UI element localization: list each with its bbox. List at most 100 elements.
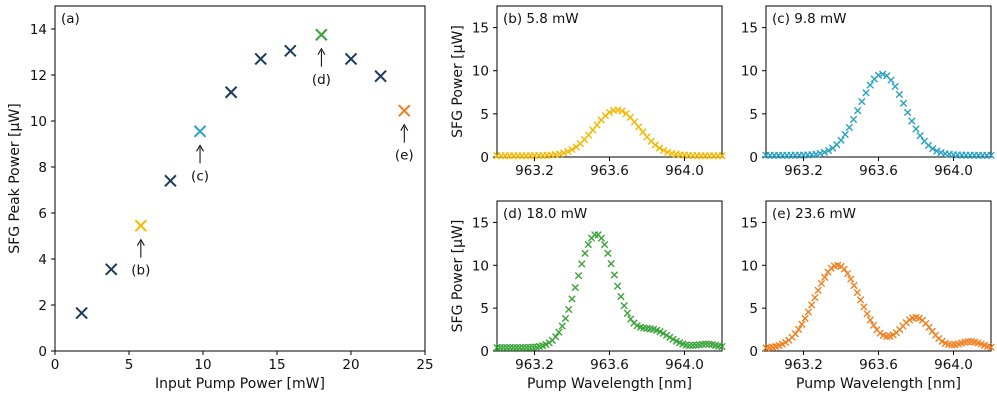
data-point: [493, 343, 501, 352]
panel-e: 963.2 963.6 964.0 0 5 10 15 Pump Wavelength [nm…: [741, 200, 995, 392]
y-tick-label: 6: [38, 206, 47, 222]
panel-b: 963.2 963.6 964.0 0 5 10 15 SFG Power [µW] (b) 5…: [450, 5, 726, 179]
data-point: [613, 282, 622, 290]
data-point: [574, 271, 583, 280]
y-tick-label: 10: [30, 114, 47, 130]
x-axis-label: Input Pump Power [mW]: [155, 376, 325, 392]
data-point: [568, 295, 576, 303]
x-tick-label: 5: [125, 357, 134, 373]
data-point: [816, 149, 824, 158]
data-point: [837, 136, 845, 144]
data-point: [840, 265, 848, 273]
data-point: [134, 219, 148, 232]
x-tick-label: 25: [416, 357, 433, 373]
data-point: [623, 309, 632, 317]
x-tick-label: 964.0: [665, 357, 704, 373]
data-point: [781, 338, 790, 347]
y-axis-label: SFG Peak Power [µW]: [7, 103, 23, 253]
y-tick-label: 10: [741, 64, 758, 80]
panel-c: 963.2 963.6 964.0 0 5 10 15 (c) 9.8 mW: [741, 5, 995, 179]
x-tick-label: 963.6: [590, 357, 629, 373]
y-tick-label: 15: [741, 215, 758, 231]
data-point: [891, 82, 899, 91]
data-point: [662, 331, 671, 339]
data-point: [571, 283, 579, 292]
y-tick-label: 5: [749, 107, 758, 123]
x-axis-label: Pump Wavelength [nm]: [796, 376, 961, 392]
data-point: [841, 130, 849, 139]
data-point: [862, 89, 870, 97]
y-tick-label: 12: [30, 68, 47, 84]
data-point: [912, 125, 920, 133]
y-tick-label: 5: [480, 107, 489, 123]
y-tick-label: 0: [38, 344, 47, 360]
data-point: [807, 301, 816, 309]
data-point: [618, 107, 626, 115]
data-point: [876, 329, 884, 337]
data-point: [878, 70, 887, 78]
data-point: [853, 106, 862, 115]
x-tick-label: 964.0: [934, 163, 973, 179]
data-point: [164, 174, 177, 188]
data-point: [506, 343, 514, 352]
panel-d: 963.2 963.6 964.0 0 5 10 15 Pump Wavelength [nm…: [450, 200, 726, 392]
panel-a: 0 5 10 15 20 25 0 2 4 6 8 10 12 14 Input Pump Power [m…: [7, 5, 434, 392]
data-point: [820, 148, 829, 157]
x-tick-label: 963.6: [859, 163, 898, 179]
x-tick-label: 964.0: [934, 357, 973, 373]
y-tick-label: 15: [472, 215, 489, 231]
data-point: [374, 69, 387, 83]
y-tick-label: 0: [480, 150, 489, 166]
annotation-arrowhead: [400, 123, 409, 131]
data-point: [499, 343, 508, 352]
x-tick-label: 963.6: [859, 357, 898, 373]
data-point: [821, 273, 829, 281]
data-point: [843, 269, 852, 278]
data-point: [860, 303, 868, 311]
data-point: [866, 81, 874, 89]
data-point: [584, 240, 592, 249]
data-point: [791, 330, 800, 338]
y-tick-label: 0: [749, 150, 758, 166]
y-tick-label: 5: [480, 301, 489, 317]
data-point: [600, 240, 609, 249]
plot-frame: [496, 5, 723, 158]
x-tick-label: 963.2: [784, 163, 823, 179]
data-point: [987, 343, 995, 351]
data-point: [564, 147, 572, 156]
data-point: [398, 104, 411, 117]
data-point: [578, 260, 586, 268]
data-point: [856, 296, 865, 304]
data-point: [565, 305, 573, 314]
data-point: [558, 322, 566, 330]
x-axis-label: Pump Wavelength [nm]: [527, 376, 692, 392]
data-point: [863, 310, 871, 318]
data-point: [817, 279, 826, 288]
data-point: [284, 44, 297, 58]
data-point: [568, 145, 576, 154]
data-point: [315, 28, 328, 41]
data-point: [555, 328, 563, 336]
plot-frame: [496, 200, 723, 352]
data-point: [804, 308, 813, 316]
data-point: [605, 108, 614, 117]
data-point: [794, 325, 803, 334]
data-point: [512, 343, 521, 352]
data-point: [928, 144, 937, 153]
x-tick-label: 10: [194, 357, 211, 373]
data-point: [853, 288, 861, 297]
data-point: [814, 286, 822, 295]
data-point: [899, 99, 908, 108]
plot-frame: [765, 5, 992, 158]
annotation-arrowhead: [196, 144, 204, 152]
data-point: [509, 343, 517, 352]
data-point: [845, 123, 854, 132]
data-point: [254, 52, 267, 66]
y-axis-label: SFG Power [µW]: [450, 25, 466, 138]
annotation-label: (e): [395, 148, 414, 164]
y-tick-label: 0: [749, 344, 758, 360]
annotation-label: (d): [312, 72, 331, 88]
annotation-arrowhead: [317, 47, 326, 56]
data-point: [915, 314, 923, 322]
data-point: [847, 275, 855, 283]
